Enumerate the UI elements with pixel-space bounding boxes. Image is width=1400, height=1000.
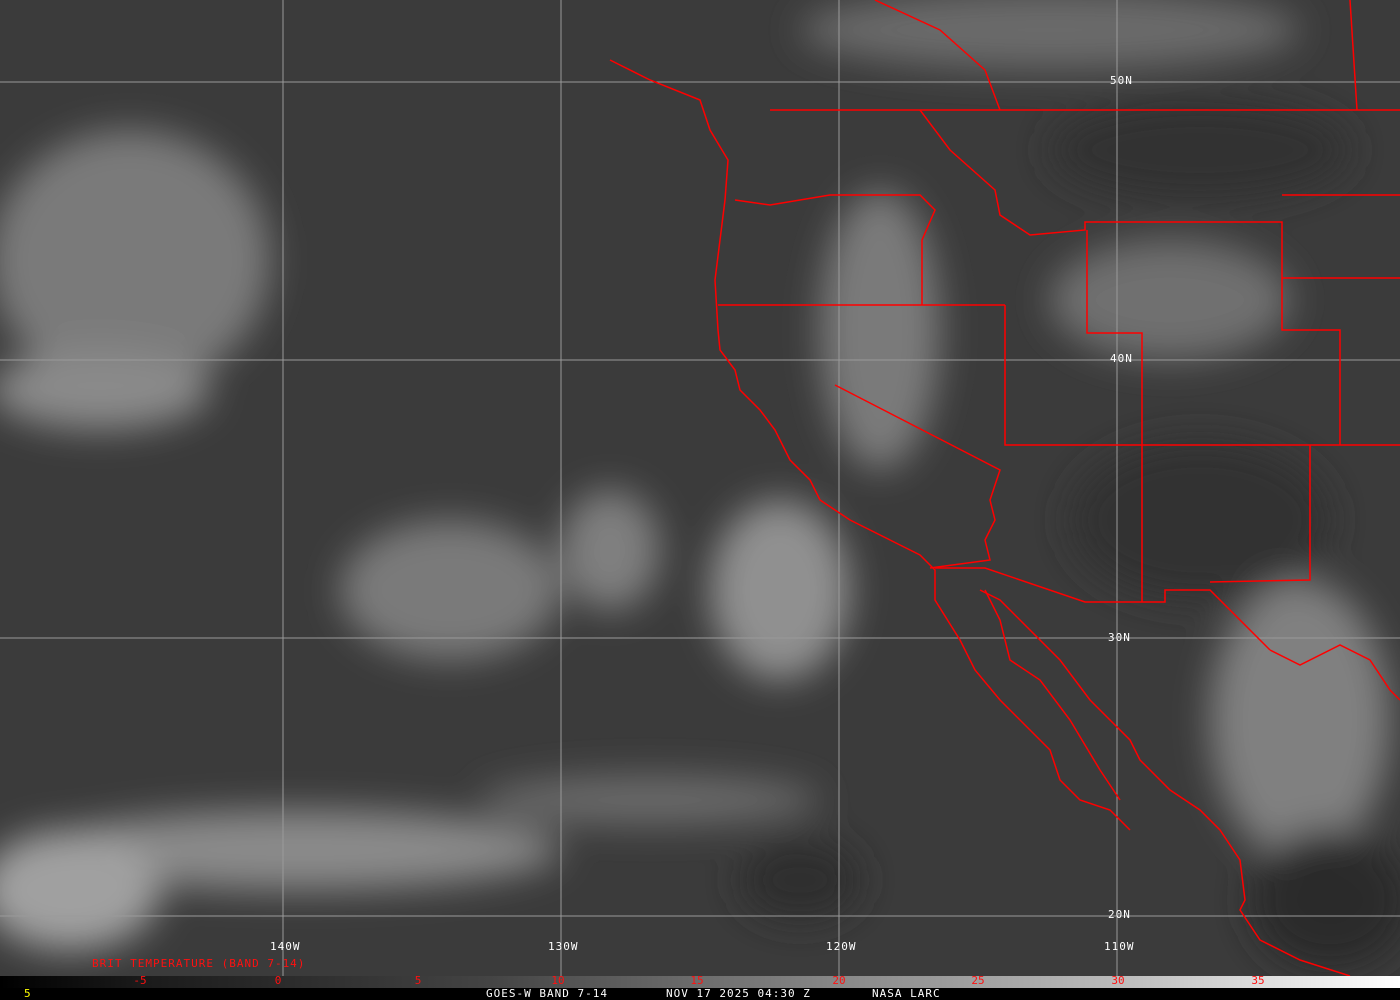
- lat-label-30n: 30N: [1108, 631, 1131, 644]
- source-label: NASA LARC: [872, 987, 941, 1000]
- colorbar-tick: -5: [133, 974, 147, 987]
- us-mexico-border: [935, 567, 1271, 651]
- lon-label-110w: 110W: [1104, 940, 1135, 953]
- satellite-imagery: [0, 0, 1400, 976]
- nv-east-border: [1004, 305, 1400, 446]
- lat-label-50n: 50N: [1110, 74, 1133, 87]
- cloud-field: [0, 0, 1400, 970]
- lon-label-140w: 140W: [270, 940, 301, 953]
- colorbar-tick: 10: [551, 974, 565, 987]
- dakota-border: [1349, 0, 1358, 111]
- colorbar-tick: 20: [832, 974, 846, 987]
- legend-title: BRIT TEMPERATURE (BAND 7-14): [92, 957, 306, 970]
- mainland-mexico-coast: [979, 589, 1351, 976]
- footer-left-value: 5: [24, 987, 32, 1000]
- lat-label-20n: 20N: [1108, 908, 1131, 921]
- wa-or-border: [734, 194, 936, 305]
- id-borders: [919, 109, 1341, 445]
- footer-bar: 5 GOES-W BAND 7-14 NOV 17 2025 04:30 Z N…: [0, 987, 1400, 1000]
- lat-label-40n: 40N: [1110, 352, 1133, 365]
- mexico-east-border: [1269, 644, 1400, 701]
- colorbar-tick: 15: [690, 974, 704, 987]
- colorbar-tick: 35: [1251, 974, 1265, 987]
- product-label: GOES-W BAND 7-14: [486, 987, 608, 1000]
- political-borders: [609, 0, 1400, 976]
- baja-gulf-coast: [984, 589, 1121, 801]
- ca-nv-border: [834, 384, 1001, 569]
- bc-border: [874, 0, 1001, 111]
- nm-border: [1209, 445, 1311, 583]
- lon-label-130w: 130W: [548, 940, 579, 953]
- temperature-colorbar: -5 0 5 10 15 20 25 30 35: [0, 974, 1400, 988]
- datetime-label: NOV 17 2025 04:30 Z: [666, 987, 811, 1000]
- ut-az-border: [1086, 230, 1143, 602]
- colorbar-tick: 0: [274, 974, 282, 987]
- colorbar-tick: 25: [971, 974, 985, 987]
- colorbar-tick: 30: [1111, 974, 1125, 987]
- west-coastline: [609, 59, 1131, 831]
- lon-label-120w: 120W: [826, 940, 857, 953]
- lat-lon-grid: [0, 0, 1400, 976]
- colorbar-tick: 5: [414, 974, 422, 987]
